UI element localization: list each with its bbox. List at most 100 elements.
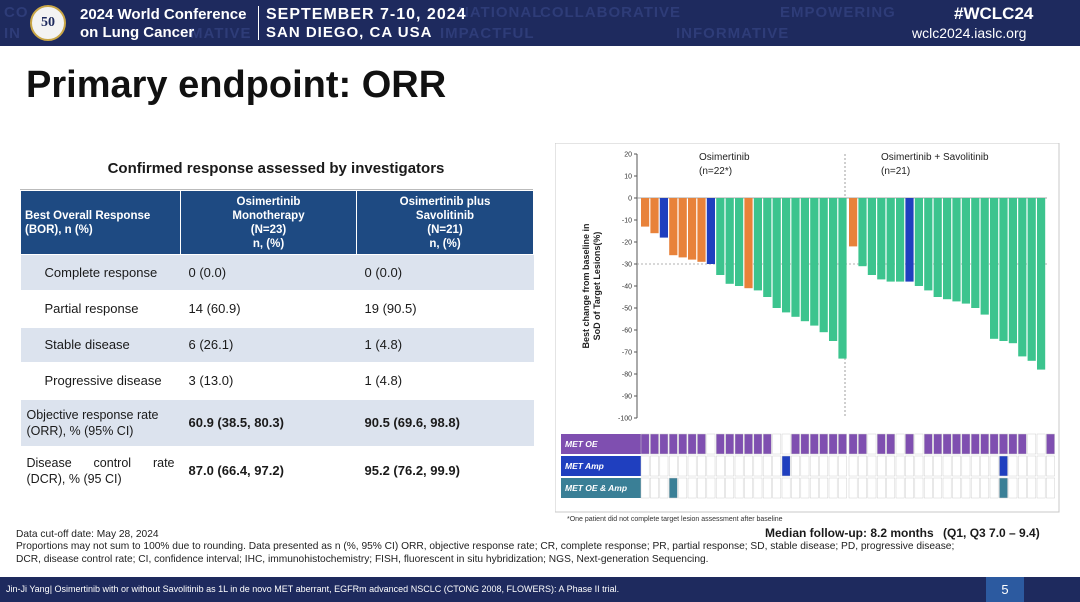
data-cutoff-note: Data cut-off date: May 28, 2024 (16, 529, 159, 540)
y-tick-label: -50 (622, 306, 632, 313)
table-header-row: Best Overall Response (BOR), n (%) Osime… (20, 190, 534, 255)
y-tick-label: 20 (624, 152, 632, 159)
waterfall-bar (678, 198, 687, 258)
footer-citation: Jin-Ji Yang| Osimertinib with or without… (6, 584, 620, 594)
biomarker-cell (734, 433, 744, 455)
combo-orr-value: 90.5 (69.6, 98.8) (356, 398, 534, 448)
biomarker-cell (800, 433, 810, 455)
biomarker-cell (942, 433, 952, 455)
waterfall-bar (1008, 198, 1017, 344)
waterfall-bar (697, 198, 706, 262)
biomarker-cell (933, 433, 943, 455)
waterfall-bar (782, 198, 791, 313)
dcr-label-line1: Disease control rate (26, 455, 175, 470)
biomarker-cell (1008, 477, 1018, 499)
waterfall-bar (725, 198, 734, 284)
biomarker-cell (970, 455, 980, 477)
conference-name-line2: on Lung Cancer (80, 24, 195, 41)
biomarker-cell (876, 433, 886, 455)
biomarker-cell (678, 477, 688, 499)
waterfall-bar (735, 198, 744, 286)
biomarker-cell (809, 433, 819, 455)
biomarker-cell (1008, 455, 1018, 477)
biomarker-cell (650, 433, 659, 455)
waterfall-bar (961, 198, 970, 304)
biomarker-cell (923, 455, 933, 477)
combo-value: 0 (0.0) (356, 254, 534, 292)
biomarker-cell (725, 477, 735, 499)
banner-background-word: COLLABORATIVE (540, 4, 682, 21)
header-combo-line1: Osimertinib plus (399, 195, 491, 208)
slide-notes: Data cut-off date: May 28, 2024 Proporti… (16, 529, 954, 566)
biomarker-cell (819, 455, 829, 477)
biomarker-label-bg (561, 456, 643, 476)
biomarker-cell (781, 455, 791, 477)
biomarker-cell (989, 433, 999, 455)
biomarker-cell (914, 433, 924, 455)
biomarker-cell (942, 455, 952, 477)
y-tick-label: 0 (628, 196, 632, 203)
banner-background-word: INFORMATIVE (676, 25, 790, 42)
combo-dcr-value: 95.2 (76.2, 99.9) (356, 446, 534, 496)
table-row: Partial response 14 (60.9) 19 (90.5) (20, 290, 534, 328)
mono-value: 14 (60.9) (180, 290, 357, 328)
waterfall-bar (943, 198, 952, 300)
combo-value: 1 (4.8) (356, 362, 534, 400)
header-bor: Best Overall Response (BOR), n (%) (20, 190, 181, 255)
biomarker-cell (791, 433, 800, 455)
biomarker-cell (886, 455, 896, 477)
biomarker-cell (1008, 433, 1018, 455)
y-tick-label: -40 (622, 284, 632, 291)
biomarker-cell (744, 455, 753, 477)
header-mono-line4: n, (%) (252, 237, 285, 250)
biomarker-cell (744, 433, 753, 455)
waterfall-bar (659, 198, 668, 238)
waterfall-bar (980, 198, 989, 315)
y-tick-label: -100 (618, 416, 632, 423)
biomarker-cell (687, 455, 697, 477)
header-bor-line1: Best Overall Response (25, 209, 151, 222)
conference-location: SAN DIEGO, CA USA (266, 24, 433, 41)
waterfall-bar (688, 198, 697, 260)
header-combo-line3: (N=21) (427, 223, 463, 236)
banner-divider (258, 6, 259, 40)
biomarker-cell (838, 455, 847, 477)
biomarker-cell (809, 477, 819, 499)
panel-n-label: (n=21) (881, 166, 910, 177)
row-label-dcr: Disease control rate (DCR), % (95 CI) (20, 446, 181, 496)
table-row: Progressive disease 3 (13.0) 1 (4.8) (20, 362, 534, 400)
biomarker-cell (706, 455, 716, 477)
y-tick-label: -70 (622, 350, 632, 357)
mono-dcr-value: 87.0 (66.4, 97.2) (180, 446, 357, 496)
y-tick-label: -20 (622, 240, 632, 247)
biomarker-cell (697, 433, 706, 455)
mono-orr-value: 60.9 (38.5, 80.3) (180, 398, 357, 448)
y-tick-label: -80 (622, 372, 632, 379)
combo-value: 19 (90.5) (356, 290, 534, 328)
biomarker-cell (980, 455, 990, 477)
footer-bar: Jin-Ji Yang| Osimertinib with or without… (0, 577, 1080, 602)
biomarker-cell (762, 455, 772, 477)
biomarker-cell (867, 433, 877, 455)
panel-title: Osimertinib (699, 152, 750, 163)
header-combination: Osimertinib plus Savolitinib (N=21) n, (… (356, 190, 534, 255)
biomarker-cell (848, 433, 858, 455)
banner-background-word: IN (4, 25, 21, 42)
waterfall-bar (716, 198, 725, 275)
biomarker-cell (725, 455, 735, 477)
panel-n-label: (n=22*) (699, 166, 732, 177)
waterfall-bar (914, 198, 923, 286)
followup-range: (Q1, Q3 7.0 – 9.4) (943, 526, 1040, 540)
biomarker-cell (876, 477, 886, 499)
biomarker-cell (999, 477, 1008, 499)
biomarker-cell (1017, 477, 1027, 499)
waterfall-bar (1027, 198, 1036, 361)
waterfall-bar (791, 198, 800, 317)
biomarker-cell (706, 433, 716, 455)
waterfall-bar (886, 198, 895, 282)
biomarker-cell (952, 477, 961, 499)
median-followup: Median follow-up: 8.2 months (Q1, Q3 7.0… (765, 526, 1040, 540)
waterfall-bar (810, 198, 819, 326)
biomarker-cell (886, 477, 896, 499)
biomarker-cell (753, 455, 763, 477)
